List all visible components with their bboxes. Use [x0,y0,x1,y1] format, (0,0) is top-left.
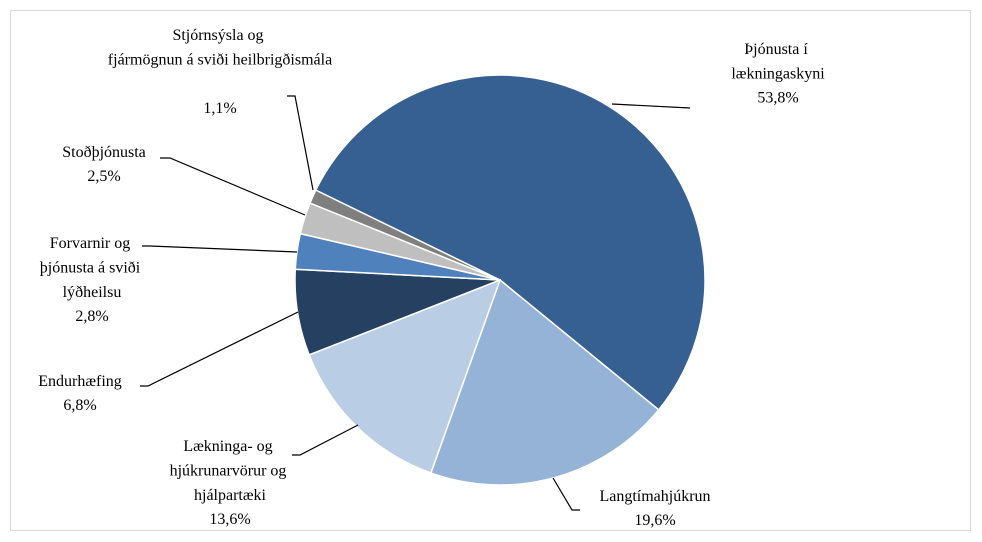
leader-line [611,103,691,109]
slice-label: Endurhæfing [38,373,122,390]
leader-line [160,157,306,216]
slice-label: Þjónusta í lækningaskyni [731,41,825,83]
leader-line [287,95,314,191]
value-label: 2,8% [75,308,108,325]
pie-slice [314,74,706,411]
slice-label: Lækninga- og hjúkrunarvörur og hjálpartæ… [170,438,291,504]
value-label: 53,8% [757,90,798,107]
slice-label: Langtímahjúkrun [599,488,710,505]
pie-slice [308,278,502,474]
pie-slice [309,189,501,281]
pie-slice [429,278,660,486]
slice-label: Forvarnir og þjónusta á sviði lýðheilsu [40,235,144,301]
value-label: 19,6% [634,512,675,529]
leader-line [552,477,580,511]
value-label: 13,6% [209,511,250,528]
leader-line [140,311,299,387]
leader-line [292,424,359,456]
slice-label: Stoðþjónusta [62,144,146,161]
value-label: 2,5% [87,168,120,185]
value-label: 1,1% [203,100,236,117]
leader-line [142,245,298,253]
slice-label: Stjórnsýsla og fjármögnun á sviði heilbr… [108,27,332,69]
value-label: 6,8% [63,397,96,414]
